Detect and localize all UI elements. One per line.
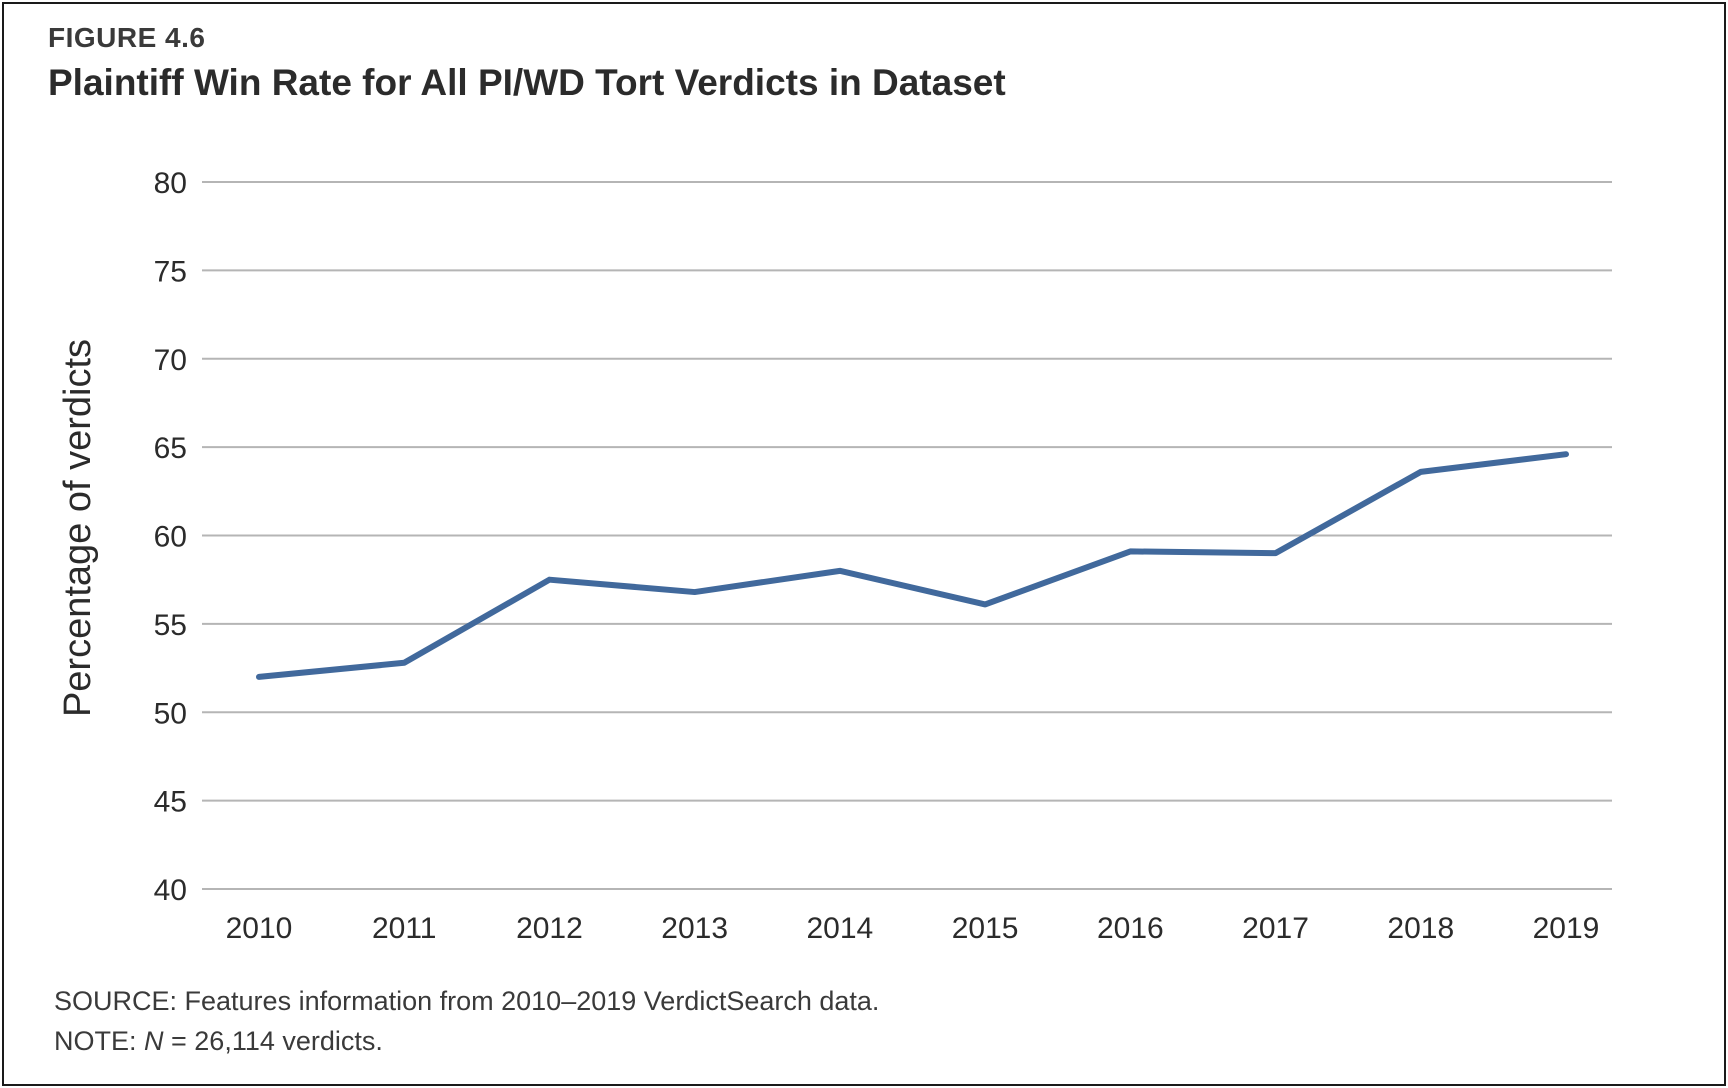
x-tick-label-2014: 2014: [807, 912, 874, 945]
y-tick-label-55: 55: [154, 609, 187, 642]
x-tick-label-2016: 2016: [1097, 912, 1164, 945]
series-layer: [256, 451, 1569, 680]
data-point-2012: [548, 579, 550, 581]
gridlines: [202, 181, 1612, 890]
data-point-2014: [839, 570, 841, 572]
y-tick-label-40: 40: [154, 874, 187, 907]
y-axis-title: Percentage of verdicts: [57, 339, 99, 717]
data-point-2017: [1275, 552, 1277, 554]
x-tick-label-2011: 2011: [372, 912, 437, 945]
x-tick-label-2010: 2010: [226, 912, 293, 945]
x-tick-label-2015: 2015: [952, 912, 1019, 945]
y-tick-label-65: 65: [154, 432, 187, 465]
x-tick-label-2013: 2013: [661, 912, 728, 945]
series-line-0: [256, 451, 1569, 680]
data-point-2019: [1565, 453, 1567, 455]
verdict-count-note: NOTE: N = 26,114 verdicts.: [54, 1026, 383, 1057]
x-tick-label-2018: 2018: [1387, 912, 1454, 945]
x-tick-label-2019: 2019: [1533, 912, 1600, 945]
y-tick-label-45: 45: [154, 786, 187, 819]
data-point-2011: [403, 662, 405, 664]
y-tick-label-60: 60: [154, 521, 187, 554]
x-tick-label-2017: 2017: [1242, 912, 1309, 945]
data-point-2018: [1420, 471, 1422, 473]
y-tick-label-75: 75: [154, 255, 187, 288]
figure-title: Plaintiff Win Rate for All PI/WD Tort Ve…: [48, 62, 1006, 103]
data-point-2013: [694, 591, 696, 593]
y-tick-label-70: 70: [154, 344, 187, 377]
figure-label: FIGURE 4.6: [48, 22, 206, 53]
note-prefix: NOTE:: [54, 1026, 145, 1056]
data-point-2016: [1129, 550, 1131, 552]
note-count: = 26,114 verdicts.: [163, 1026, 383, 1056]
y-axis-ticks: 40 45 50 55 60 65 70 75 80: [154, 167, 187, 907]
note-n-symbol: N: [144, 1026, 164, 1056]
y-tick-label-80: 80: [154, 167, 187, 200]
x-tick-label-2012: 2012: [516, 912, 583, 945]
y-tick-label-50: 50: [154, 697, 187, 730]
source-note: SOURCE: Features information from 2010–2…: [54, 986, 880, 1016]
data-point-2015: [984, 603, 986, 605]
x-axis-ticks: 2010 2011 2012 2013 2014 2015 2016 2017 2018 2019: [226, 912, 1600, 945]
data-point-2010: [258, 676, 260, 678]
